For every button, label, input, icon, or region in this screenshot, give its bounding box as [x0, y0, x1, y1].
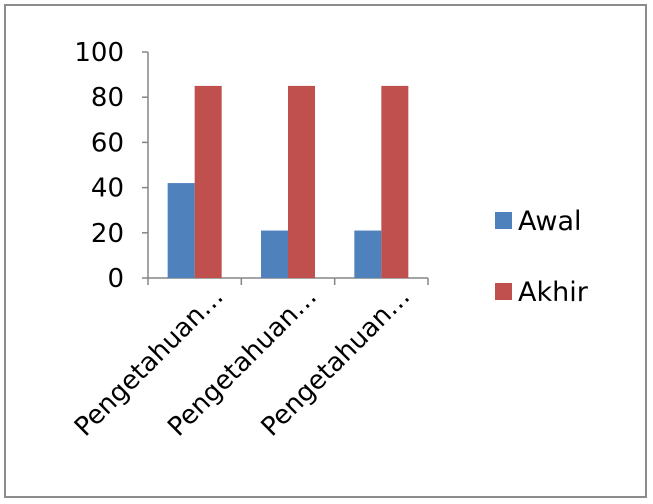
legend-label-akhir: Akhir [518, 277, 589, 308]
bar-akhir [381, 85, 409, 279]
bar-akhir [194, 85, 222, 279]
y-tick-label: 80 [91, 83, 124, 113]
y-tick-label: 100 [74, 38, 124, 68]
bars [167, 85, 409, 279]
y-tick-label: 60 [91, 128, 124, 158]
y-tick-label: 20 [91, 219, 124, 249]
bar-awal [354, 230, 382, 278]
bar-akhir [288, 85, 315, 279]
bar-awal [261, 230, 288, 278]
legend-swatch-akhir [495, 283, 512, 300]
legend-swatch-awal [495, 212, 512, 229]
legend-label-awal: Awal [518, 206, 582, 237]
bar-awal [167, 183, 195, 278]
chart-frame [4, 4, 647, 498]
y-tick-label: 40 [91, 174, 124, 204]
legend: Awal Akhir [495, 206, 589, 308]
y-tick-label: 0 [107, 264, 124, 294]
